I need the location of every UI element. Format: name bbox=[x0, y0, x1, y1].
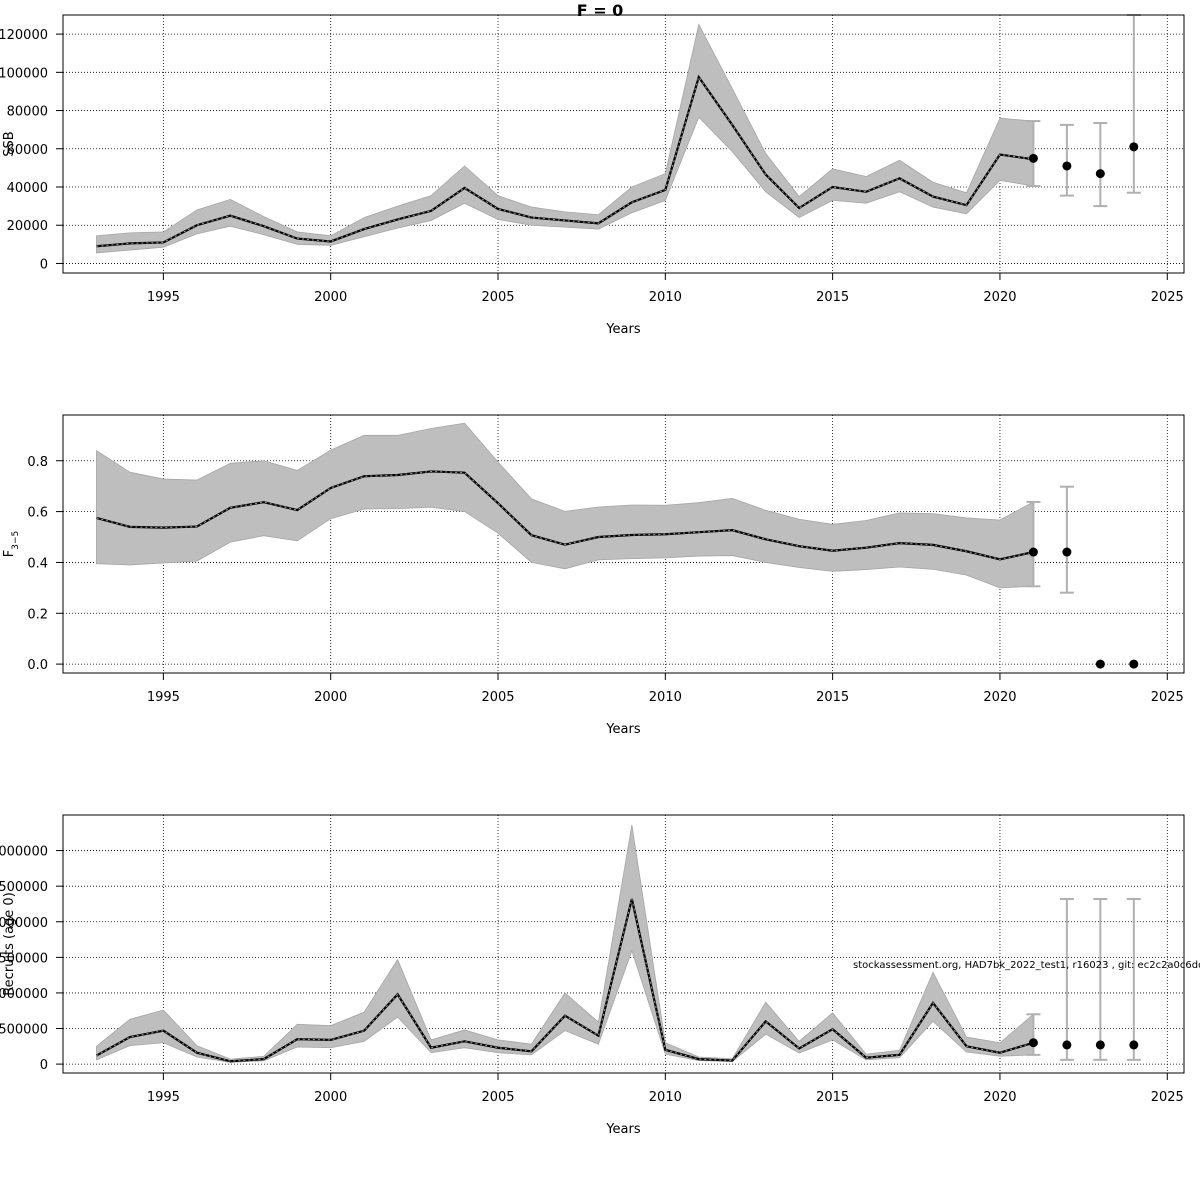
chart-2-estimate-line bbox=[95, 898, 1034, 1063]
chart-2-ytick-label-5: 2500000 bbox=[0, 880, 48, 895]
chart-2-xtick-label-0: 1995 bbox=[147, 1090, 180, 1105]
chart-2-ci-band bbox=[96, 824, 1034, 1063]
chart-2-frame bbox=[62, 814, 1185, 1074]
chart-0-ytick-label-3: 60000 bbox=[7, 143, 48, 158]
chart-1-ytick-label-0: 0.0 bbox=[27, 658, 48, 673]
chart-1-ytick-label-4: 0.8 bbox=[27, 455, 48, 470]
chart-0-ytick-label-5: 100000 bbox=[0, 66, 48, 81]
chart-0-xtick-label-1: 2000 bbox=[314, 290, 347, 305]
chart-0-estimate-line bbox=[96, 74, 1034, 248]
chart-1-ytick-label-1: 0.2 bbox=[27, 607, 48, 622]
chart-1-ylabel-subscript: 3−5 bbox=[11, 531, 21, 550]
chart-0-ytick-label-4: 80000 bbox=[7, 105, 48, 120]
chart-0-xtick-label-2: 2005 bbox=[481, 290, 514, 305]
chart-0-xtick-label-0: 1995 bbox=[147, 290, 180, 305]
chart-0-xlabel: Years bbox=[605, 322, 641, 337]
chart-1-xtick-label-0: 1995 bbox=[147, 690, 180, 705]
chart-1-ytick-label-3: 0.6 bbox=[27, 506, 48, 521]
chart-1-forecast-point-0 bbox=[1028, 547, 1038, 557]
chart-2-ytick-label-2: 1000000 bbox=[0, 987, 48, 1002]
chart-2-xtick-label-5: 2020 bbox=[983, 1090, 1016, 1105]
chart-2-forecast-point-0 bbox=[1028, 1038, 1038, 1048]
chart-0-ytick-label-2: 40000 bbox=[7, 181, 48, 196]
chart-1-xtick-label-3: 2010 bbox=[649, 690, 682, 705]
chart-0-forecast-point-1 bbox=[1062, 161, 1072, 171]
chart-2-ytick-label-4: 2000000 bbox=[0, 916, 48, 931]
chart-0-xtick-label-6: 2025 bbox=[1151, 290, 1184, 305]
chart-2-xlabel: Years bbox=[605, 1122, 641, 1137]
chart-2-ytick-label-1: 500000 bbox=[0, 1023, 48, 1038]
chart-0-frame bbox=[62, 14, 1185, 274]
chart-0-forecast-point-2 bbox=[1095, 169, 1105, 179]
chart-0-ytick-label-0: 0 bbox=[40, 257, 48, 272]
figure-title: F = 0 bbox=[577, 1, 624, 20]
chart-1-frame bbox=[62, 414, 1185, 674]
chart-2-xtick-label-6: 2025 bbox=[1151, 1090, 1184, 1105]
chart-1-ytick-label-2: 0.4 bbox=[27, 556, 48, 571]
chart-2-xtick-label-3: 2010 bbox=[649, 1090, 682, 1105]
chart-1-forecast-point-1 bbox=[1062, 547, 1072, 557]
chart-1-xtick-label-6: 2025 bbox=[1151, 690, 1184, 705]
chart-2-ytick-label-0: 0 bbox=[40, 1058, 48, 1073]
chart-0-ylabel: SSB bbox=[2, 131, 17, 156]
chart-1-xtick-label-4: 2015 bbox=[816, 690, 849, 705]
chart-0-ytick-label-6: 120000 bbox=[0, 28, 48, 43]
chart-2-forecast-point-3 bbox=[1129, 1040, 1139, 1050]
chart-0-xtick-label-4: 2015 bbox=[816, 290, 849, 305]
ssb-panel: 1995 2000 2005 2010 2015 2020 2025 0 20000 40000 6… bbox=[0, 14, 1185, 337]
chart-0-ytick-label-1: 20000 bbox=[7, 219, 48, 234]
chart-2-estimate-dashes bbox=[96, 898, 1034, 1062]
fbar-panel: 1995 2000 2005 2010 2015 2020 2025 0.0 0.2 0.4 0.6… bbox=[2, 414, 1185, 737]
chart-1-forecast-point-3 bbox=[1129, 659, 1139, 669]
figure-footnote: stockassessment.org, HAD7bk_2022_test1, … bbox=[853, 960, 1200, 971]
recruits-panel: 1995 2000 2005 2010 2015 2020 2025 0 500000 10000… bbox=[0, 814, 1185, 1137]
chart-1-forecast-point-2 bbox=[1095, 659, 1105, 669]
chart-1-xlabel: Years bbox=[605, 722, 641, 737]
chart-2-xtick-label-1: 2000 bbox=[314, 1090, 347, 1105]
chart-2-ytick-label-6: 3000000 bbox=[0, 845, 48, 860]
chart-0-xtick-label-5: 2020 bbox=[983, 290, 1016, 305]
chart-1-xtick-label-5: 2020 bbox=[983, 690, 1016, 705]
chart-0-xtick-label-3: 2010 bbox=[649, 290, 682, 305]
chart-1-xtick-label-1: 2000 bbox=[314, 690, 347, 705]
chart-2-forecast-point-1 bbox=[1062, 1040, 1072, 1050]
chart-2-xtick-label-2: 2005 bbox=[481, 1090, 514, 1105]
chart-0-forecast-point-0 bbox=[1028, 153, 1038, 163]
chart-1-estimate-dashes bbox=[96, 470, 1034, 560]
chart-2-ytick-label-3: 1500000 bbox=[0, 951, 48, 966]
chart-2-forecast-point-2 bbox=[1095, 1040, 1105, 1050]
chart-1-ci-band bbox=[96, 422, 1034, 589]
chart-2-xtick-label-4: 2015 bbox=[816, 1090, 849, 1105]
chart-2-ylabel: Recruits (age 0) bbox=[2, 892, 17, 996]
chart-1-ylabel: F3−5 bbox=[2, 531, 21, 557]
chart-0-forecast-point-3 bbox=[1129, 142, 1139, 152]
chart-1-xtick-label-2: 2005 bbox=[481, 690, 514, 705]
